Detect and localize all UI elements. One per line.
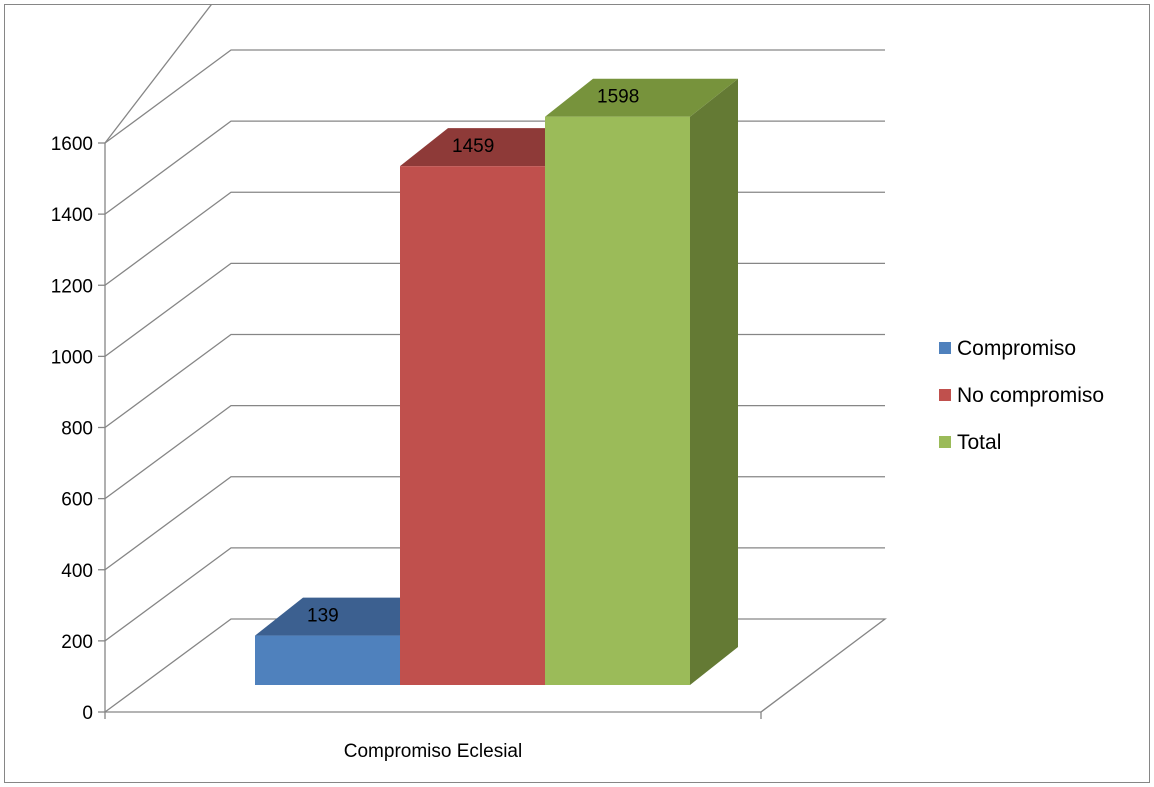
chart-frame: 0 200 400 600 800 1000 1200 1400 1600 Compromiso …	[4, 4, 1150, 783]
x-category-label: Compromiso Eclesial	[344, 741, 522, 762]
wall-top-edge	[104, 5, 212, 144]
legend-swatch	[939, 342, 951, 354]
legend-swatch	[939, 389, 951, 401]
gridline	[104, 49, 885, 144]
bar-top	[255, 597, 448, 636]
grid-layer	[104, 5, 887, 713]
bar-front	[400, 166, 545, 685]
bar-top	[400, 128, 593, 167]
bar-top	[545, 78, 738, 117]
bar-compromiso	[255, 597, 448, 685]
legend-label: Total	[957, 431, 1001, 454]
bar-total	[545, 78, 738, 686]
legend-label: No compromiso	[957, 384, 1104, 407]
data-label: 1459	[452, 136, 494, 157]
y-tick-label: 1000	[51, 347, 93, 368]
bar-front	[255, 635, 400, 685]
legend-label: Compromiso	[957, 337, 1076, 360]
y-tick-label: 1400	[51, 205, 93, 226]
legend-item-total: Total	[939, 431, 1001, 454]
legend-layer: Compromiso No compromiso Total	[939, 337, 1104, 454]
y-tick-label: 1200	[51, 276, 93, 297]
y-tick-label: 1600	[51, 134, 93, 155]
chart-svg: 0 200 400 600 800 1000 1200 1400 1600 Compromiso …	[51, 5, 1104, 762]
bar-front	[545, 116, 690, 686]
legend-swatch	[939, 436, 951, 448]
bar-no-compromiso	[400, 128, 593, 685]
axis-layer	[98, 142, 762, 719]
y-tick-label: 200	[61, 632, 93, 653]
bar-side	[690, 78, 738, 686]
legend-item-no-compromiso: No compromiso	[939, 384, 1104, 407]
y-tick-label: 600	[61, 490, 93, 511]
y-tick-label: 0	[82, 703, 93, 724]
y-tick-label: 400	[61, 561, 93, 582]
label-layer: 0 200 400 600 800 1000 1200 1400 1600 Compromiso …	[51, 87, 640, 762]
bar-layer	[255, 78, 738, 686]
legend-item-compromiso: Compromiso	[939, 337, 1076, 360]
data-label: 139	[307, 606, 339, 627]
y-tick-label: 800	[61, 419, 93, 440]
data-label: 1598	[597, 87, 639, 108]
